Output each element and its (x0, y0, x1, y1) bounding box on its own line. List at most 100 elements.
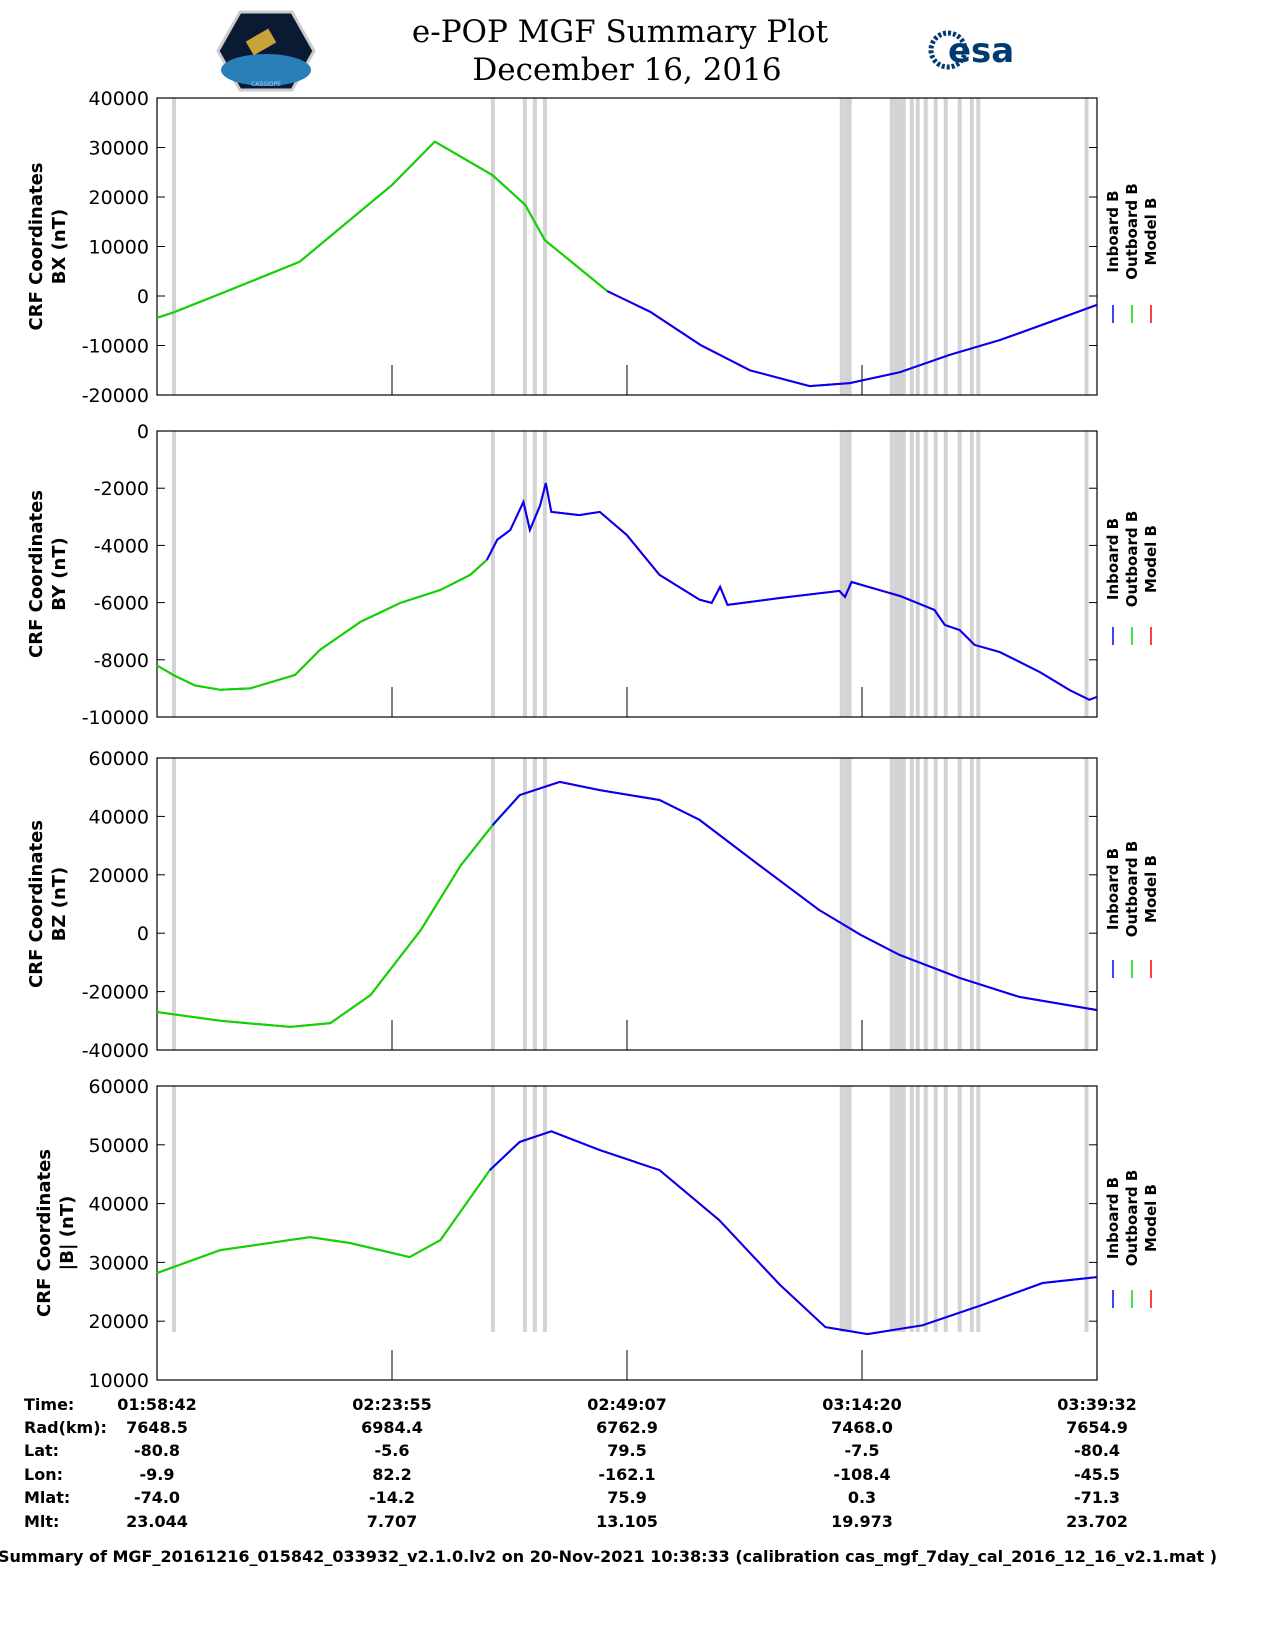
table-row-label: Mlat: (24, 1488, 70, 1507)
left-logo-text: CASSIOPE (251, 81, 281, 88)
data-gap-band (909, 758, 914, 1050)
data-gap-band (943, 758, 948, 1050)
y-tick-label: 20000 (89, 1311, 149, 1333)
y-tick-label: -20000 (82, 982, 149, 1004)
y-tick-label: 40000 (89, 1194, 149, 1216)
series-inboard-b (606, 290, 1098, 388)
y-axis-label: CRF Coordinates BZ (nT) (26, 820, 70, 988)
data-gap-band (897, 758, 902, 1050)
data-gap-band (901, 431, 906, 717)
data-gap-band (923, 98, 928, 395)
data-gap-band (490, 1086, 495, 1332)
table-cell: 02:23:55 (352, 1395, 432, 1414)
footer-caption: Summary of MGF_20161216_015842_033932_v2… (0, 1547, 1217, 1566)
data-gap-band (542, 431, 547, 717)
table-cell: 7654.9 (1066, 1418, 1128, 1437)
data-gap-band (847, 431, 852, 717)
y-tick-label: 0 (137, 923, 149, 945)
panel-by: 0 -2000 -4000 -6000 -8000 -10000 CRF Coordinat… (26, 421, 1160, 729)
table-cell: -14.2 (369, 1488, 415, 1507)
data-gap-band (893, 758, 898, 1050)
data-gap-band (976, 758, 981, 1050)
table-cell: -80.8 (134, 1441, 180, 1460)
table-cell: 03:39:32 (1057, 1395, 1137, 1414)
data-gap-band (901, 758, 906, 1050)
data-gap-band (522, 758, 527, 1050)
legend-label: Outboard B (1123, 841, 1141, 938)
y-axis-label-line: BX (nT) (49, 209, 70, 284)
panel-bmag: 60000 50000 40000 30000 20000 10000 CRF Coordi… (34, 1076, 1160, 1392)
table-cell: 7.707 (367, 1512, 418, 1531)
data-gap-band (923, 1086, 928, 1332)
data-gap-band (943, 98, 948, 395)
data-gap-band (1084, 98, 1089, 395)
legend-label: Inboard B (1104, 190, 1122, 272)
data-gap-band (542, 758, 547, 1050)
plot-frame (156, 97, 1098, 396)
data-gap-band (893, 98, 898, 395)
data-gap-band (889, 758, 894, 1050)
table-cell: -45.5 (1074, 1465, 1120, 1484)
data-gap-band (897, 1086, 902, 1332)
data-gap-band (843, 1086, 848, 1332)
legend-label: Model B (1142, 1184, 1160, 1252)
table-cell: -71.3 (1074, 1488, 1120, 1507)
y-axis-label-line: BZ (nT) (49, 867, 70, 942)
data-gap-band (915, 431, 920, 717)
table-cell: 13.105 (596, 1512, 658, 1531)
legend-label: Model B (1142, 525, 1160, 593)
table-cell: 79.5 (607, 1441, 646, 1460)
data-gap-band (969, 98, 974, 395)
y-tick-label: 40000 (89, 806, 149, 828)
data-gap-band (915, 758, 920, 1050)
data-gap-band (969, 758, 974, 1050)
legend-label: Outboard B (1123, 511, 1141, 608)
y-axis-label: CRF Coordinates BX (nT) (26, 163, 70, 331)
legend: Inboard B Outboard B Model B (1104, 841, 1160, 978)
data-gap-band (923, 431, 928, 717)
y-tick-label: 60000 (89, 1076, 149, 1098)
y-axis-label: CRF Coordinates BY (nT) (26, 490, 70, 658)
plot-frame (156, 757, 1098, 1051)
table-cell: -108.4 (833, 1465, 890, 1484)
data-gap-band (901, 1086, 906, 1332)
table-cell: 75.9 (607, 1488, 646, 1507)
y-axis-label-line: CRF Coordinates (26, 163, 47, 331)
data-gap-band (847, 758, 852, 1050)
y-tick-label: 0 (137, 421, 149, 443)
data-gap-band (171, 431, 176, 717)
data-gap-band (969, 431, 974, 717)
legend-label: Inboard B (1104, 848, 1122, 930)
data-gap-band (943, 1086, 948, 1332)
legend: Inboard B Outboard B Model B (1104, 511, 1160, 645)
data-gap-band (909, 431, 914, 717)
data-gap-band (933, 1086, 938, 1332)
panel-bz: 60000 40000 20000 0 -20000 -40000 CRF Coordina… (26, 748, 1160, 1062)
data-gap-band (897, 431, 902, 717)
data-gap-band (843, 758, 848, 1050)
y-axis-label: CRF Coordinates |B| (nT) (34, 1149, 78, 1317)
data-gap-band (843, 431, 848, 717)
data-gap-band (542, 1086, 547, 1332)
y-tick-label: 60000 (89, 748, 149, 770)
data-gap-band (933, 98, 938, 395)
data-gap-band (897, 98, 902, 395)
y-tick-label: -6000 (94, 593, 149, 615)
table-cell: 6762.9 (596, 1418, 658, 1437)
y-tick-label: 20000 (89, 187, 149, 209)
data-gap-band (976, 98, 981, 395)
y-tick-label: 30000 (89, 138, 149, 160)
table-cell: 23.044 (126, 1512, 188, 1531)
data-gap-band (847, 1086, 852, 1332)
data-gap-band (490, 98, 495, 395)
data-gap-band (532, 758, 537, 1050)
series-model-b (156, 482, 1098, 701)
series-model-b (156, 1130, 1097, 1336)
table-cell: 0.3 (848, 1488, 876, 1507)
data-gap-band (957, 758, 962, 1050)
plot-title: e-POP MGF Summary Plot (412, 14, 829, 50)
table-cell: -9.9 (140, 1465, 175, 1484)
y-axis-label-line: CRF Coordinates (34, 1149, 55, 1317)
y-tick-label: 10000 (89, 237, 149, 259)
y-tick-label: -20000 (82, 385, 149, 407)
